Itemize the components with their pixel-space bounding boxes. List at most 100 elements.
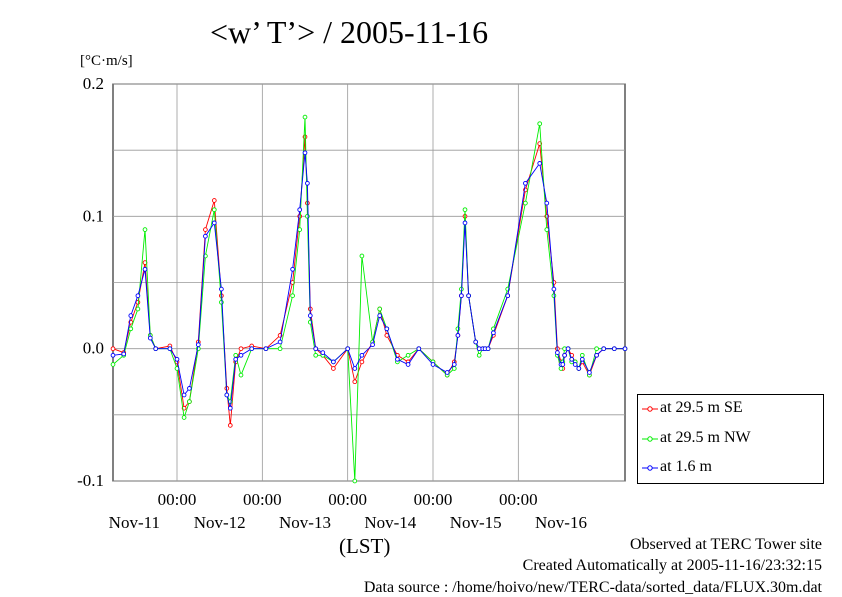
y-tick-labels: -0.1 0.0 0.1 0.2: [77, 74, 104, 490]
data-point: [305, 180, 310, 186]
data-point: [384, 326, 390, 332]
data-point: [569, 356, 575, 362]
y-gridlines: [113, 83, 625, 482]
x-tick-label: 00:00: [499, 490, 538, 509]
data-point: [377, 306, 383, 312]
data-point: [560, 362, 566, 367]
legend: at 29.5 m SE at 29.5 m NW at 1.6 m: [637, 394, 824, 484]
legend-label-nw: at 29.5 m NW: [660, 429, 751, 446]
data-point: [263, 346, 269, 352]
data-point: [579, 352, 585, 358]
data-point: [110, 362, 116, 367]
data-point: [135, 306, 141, 312]
legend-marker-se: [642, 406, 658, 412]
data-point: [352, 366, 358, 371]
data-point: [307, 313, 313, 318]
y-tick-label: 0.0: [83, 339, 104, 358]
data-point: [544, 227, 550, 232]
data-point: [121, 351, 127, 357]
legend-item-nw: at 29.5 m NW: [638, 429, 823, 449]
data-point: [572, 362, 578, 367]
data-point: [249, 346, 255, 352]
footer-source: Data source : /home/hoivo/new/TERC-data/…: [363, 579, 822, 596]
data-point: [142, 266, 148, 272]
legend-marker-1-6m: [642, 465, 658, 471]
data-point: [181, 392, 187, 398]
data-point: [233, 356, 239, 362]
data-point: [505, 293, 511, 299]
footer-created: Created Automatically at 2005-11-16/23:3…: [522, 557, 822, 574]
data-point: [466, 293, 471, 299]
data-point: [523, 180, 528, 186]
chart-title: <w’ T’> / 2005-11-16: [210, 14, 489, 50]
data-point: [523, 200, 528, 206]
x-tick-label: 00:00: [158, 490, 197, 509]
y-tick-label: 0.1: [83, 206, 104, 225]
date-label: Nov-12: [194, 513, 246, 532]
data-point: [451, 362, 457, 367]
date-label: Nov-13: [279, 513, 331, 532]
data-point: [187, 386, 192, 391]
data-point: [128, 313, 134, 318]
series-2: [110, 150, 628, 411]
data-point: [277, 339, 283, 345]
data-point: [359, 359, 365, 365]
data-point: [238, 352, 244, 358]
data-point: [622, 346, 628, 352]
data-point: [462, 220, 468, 226]
data-point: [377, 313, 383, 318]
data-point: [297, 227, 303, 232]
data-point: [110, 352, 116, 358]
data-point: [444, 370, 450, 375]
data-point: [537, 121, 543, 127]
data-point: [313, 346, 319, 352]
data-point: [305, 213, 310, 219]
data-point: [405, 362, 411, 367]
data-point: [416, 346, 422, 352]
data-point: [579, 356, 585, 362]
data-point: [359, 253, 365, 259]
data-point: [135, 293, 141, 299]
data-point: [167, 346, 173, 352]
series-group: [110, 114, 628, 484]
date-label: Nov-11: [109, 513, 160, 532]
data-point: [462, 207, 468, 213]
data-point: [174, 356, 180, 362]
data-point: [331, 366, 336, 371]
data-point: [331, 359, 336, 365]
x-axis-label: (LST): [339, 534, 391, 558]
legend-label-1-6m: at 1.6 m: [660, 458, 712, 475]
data-point: [187, 399, 192, 404]
data-point: [485, 346, 491, 352]
data-point: [455, 326, 461, 332]
x-tick-labels: 00:00 00:00 00:00 00:00 00:00: [158, 490, 538, 509]
data-point: [565, 346, 571, 352]
data-point: [491, 330, 496, 336]
data-point: [451, 366, 457, 371]
data-point: [128, 326, 134, 332]
data-point: [352, 379, 358, 385]
data-point: [359, 352, 365, 358]
data-point: [153, 346, 159, 352]
y-tick-label: 0.2: [83, 74, 104, 93]
data-point: [135, 299, 141, 305]
data-point: [558, 366, 564, 371]
data-point: [203, 227, 208, 232]
data-point: [370, 342, 375, 348]
data-point: [594, 352, 599, 358]
data-point: [537, 161, 543, 166]
date-label: Nov-14: [364, 513, 416, 532]
legend-marker-nw: [642, 436, 658, 442]
data-point: [219, 286, 224, 292]
y-axis-unit-label: [°C·m/s]: [80, 53, 133, 69]
data-point: [302, 114, 308, 120]
data-point: [430, 362, 436, 367]
data-point: [110, 346, 116, 352]
data-point: [551, 286, 557, 292]
data-point: [476, 352, 482, 358]
legend-label-se: at 29.5 m SE: [660, 399, 743, 416]
data-point: [345, 346, 351, 352]
data-point: [594, 346, 599, 352]
data-point: [290, 293, 295, 299]
